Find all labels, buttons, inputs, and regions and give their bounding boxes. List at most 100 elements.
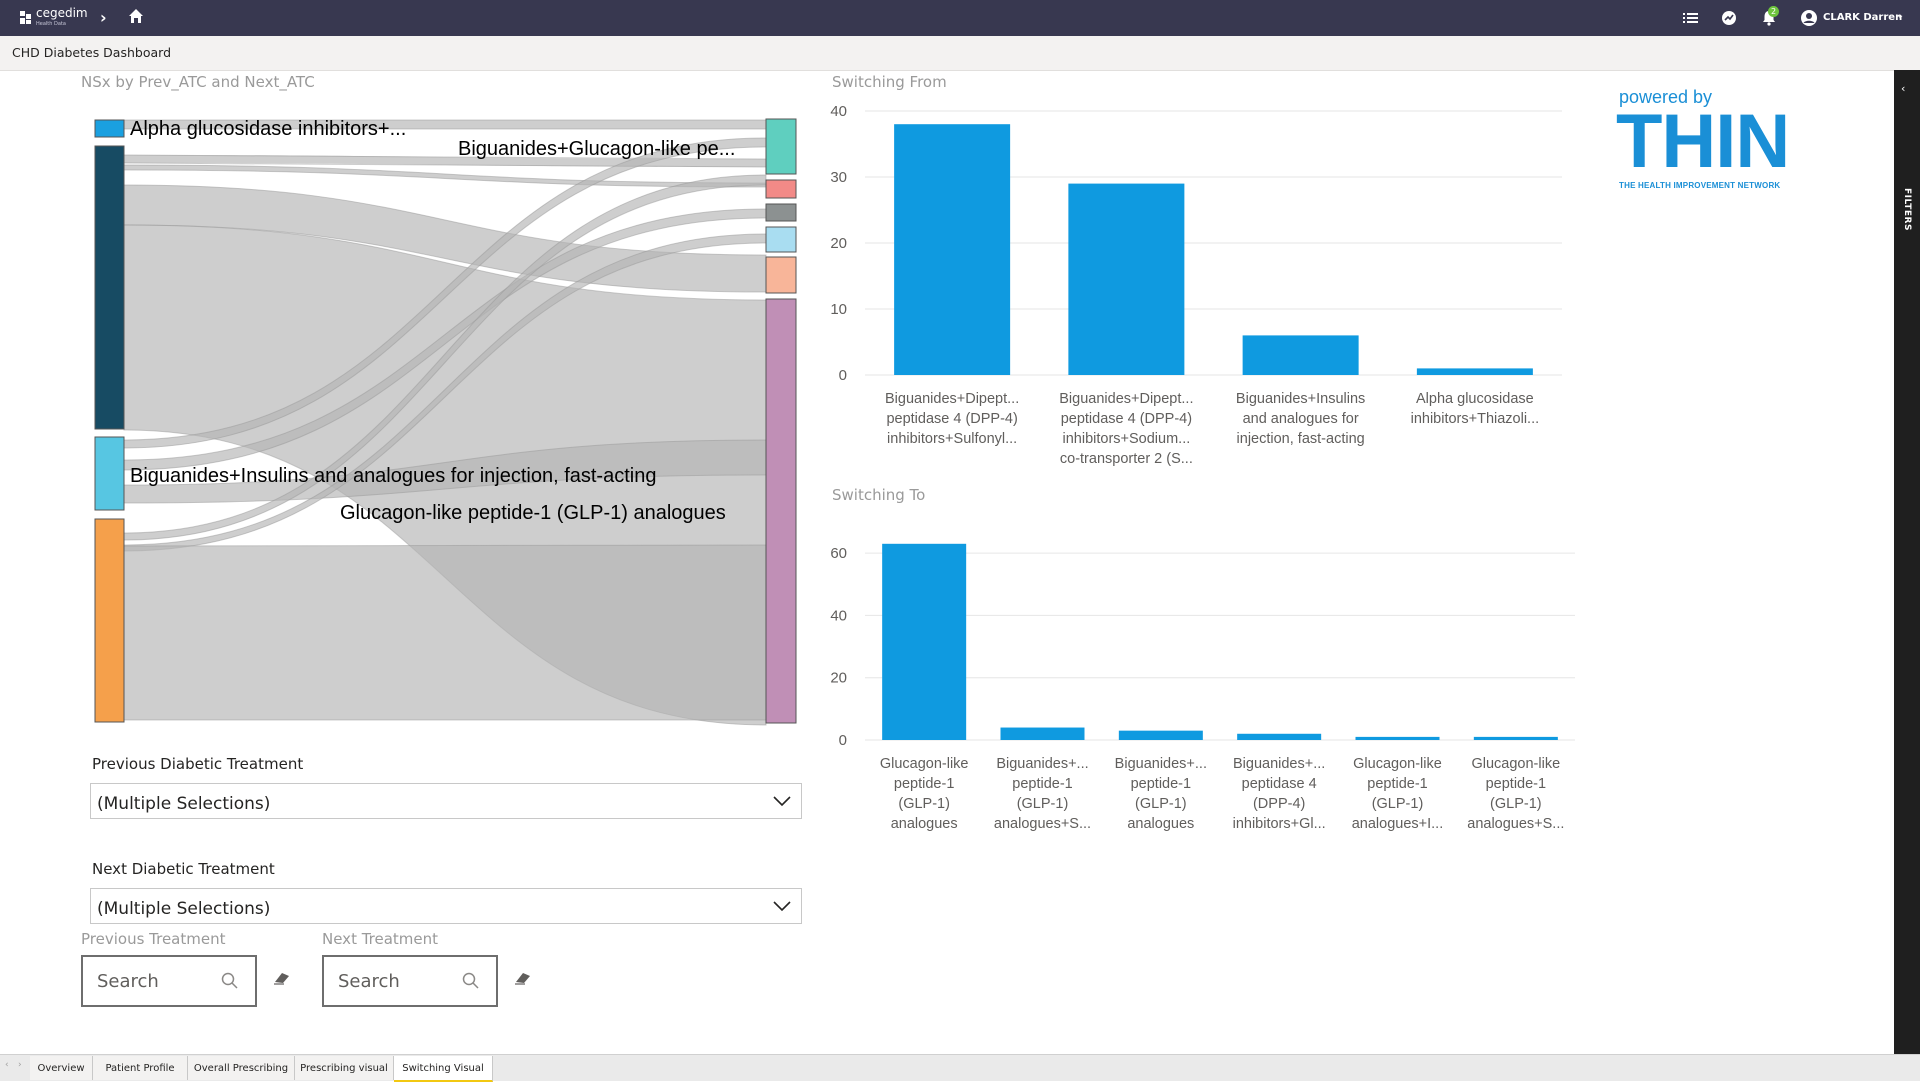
x-tick-label: analogues — [891, 816, 958, 832]
sankey-node-cyan[interactable] — [94, 436, 125, 511]
y-tick-label: 40 — [830, 103, 847, 120]
filters-pane-toggle[interactable]: ‹ FILTERS — [1894, 70, 1920, 1054]
list-icon[interactable] — [1681, 9, 1699, 27]
y-tick-label: 0 — [839, 732, 847, 749]
sankey-label-alpha: Alpha glucosidase inhibitors+... — [130, 118, 406, 140]
sankey-node-red[interactable] — [765, 179, 797, 199]
bar[interactable] — [1242, 335, 1359, 375]
chevron-down-icon — [773, 796, 791, 807]
sankey-node-lightblue[interactable] — [765, 226, 797, 253]
chevron-left-icon[interactable]: ‹ — [1901, 82, 1906, 95]
x-tick-label: peptidase 4 (DPP-4) — [886, 411, 1017, 427]
next-treatment-value: (Multiple Selections) — [97, 899, 271, 919]
chevron-right-icon[interactable]: › — [18, 1060, 22, 1070]
y-tick-label: 0 — [839, 367, 847, 384]
x-tick-label: inhibitors+Thiazoli... — [1411, 411, 1540, 427]
x-tick-label: peptidase 4 (DPP-4) — [1061, 411, 1192, 427]
page-title: CHD Diabetes Dashboard — [12, 45, 172, 60]
chevron-down-icon — [773, 901, 791, 912]
y-tick-label: 10 — [830, 301, 847, 318]
thin-logo: THIN — [1616, 99, 1790, 184]
y-tick-label: 30 — [830, 169, 847, 186]
app-logo-subtitle: Health Data — [36, 21, 66, 27]
y-tick-label: 20 — [830, 235, 847, 252]
bar[interactable] — [1416, 368, 1533, 375]
x-tick-label: (GLP-1) — [1372, 796, 1424, 812]
user-name[interactable]: CLARK Darren — [1823, 12, 1903, 23]
previous-treatment-slicer-label: Previous Diabetic Treatment — [92, 755, 304, 773]
bar[interactable] — [1355, 736, 1440, 740]
sankey-node-dark[interactable] — [94, 145, 125, 430]
x-tick-label: inhibitors+Sulfonyl... — [887, 431, 1017, 447]
x-tick-label: (GLP-1) — [1017, 796, 1069, 812]
next-treatment-slicer-label: Next Diabetic Treatment — [92, 860, 275, 878]
x-tick-label: peptide-1 — [1131, 776, 1191, 792]
x-tick-label: Glucagon-like — [1353, 756, 1442, 772]
x-tick-label: analogues+S... — [1467, 816, 1564, 832]
sankey-node-teal[interactable] — [765, 118, 797, 175]
next-treatment-search-input[interactable]: Search — [322, 955, 498, 1007]
next-treatment-dropdown[interactable]: (Multiple Selections) — [90, 888, 802, 924]
bar[interactable] — [894, 124, 1011, 375]
sankey-flow-2 — [123, 164, 767, 188]
x-tick-label: and analogues for — [1243, 411, 1359, 427]
previous-treatment-search-input[interactable]: Search — [81, 955, 257, 1007]
user-avatar-icon[interactable] — [1800, 9, 1818, 27]
search-placeholder: Search — [97, 971, 159, 992]
chevron-left-icon[interactable]: ‹ — [5, 1060, 9, 1070]
x-tick-label: (DPP-4) — [1253, 796, 1305, 812]
x-tick-label: co-transporter 2 (S... — [1060, 451, 1193, 467]
eraser-icon[interactable] — [513, 970, 533, 986]
x-tick-label: Biguanides+... — [996, 756, 1088, 772]
chevron-down-icon[interactable]: ⌄ — [1896, 10, 1905, 21]
sankey-flows — [123, 119, 767, 726]
search-icon — [221, 972, 238, 989]
home-icon[interactable] — [128, 8, 144, 24]
tab-patient-profile[interactable]: Patient Profile — [93, 1056, 188, 1080]
tab-overall-prescribing[interactable]: Overall Prescribing — [188, 1056, 295, 1080]
sankey-chart[interactable]: Alpha glucosidase inhibitors+... Biguani… — [0, 0, 800, 740]
x-tick-label: (GLP-1) — [898, 796, 950, 812]
filters-label: FILTERS — [1902, 188, 1912, 231]
y-tick-label: 60 — [830, 545, 847, 562]
tab-switching-visual[interactable]: Switching Visual — [394, 1056, 493, 1082]
x-tick-label: analogues+I... — [1352, 816, 1444, 832]
x-tick-label: Glucagon-like — [880, 756, 969, 772]
switching-to-chart[interactable]: 0 20 40 60 Glucagon-like peptide-1 (GLP-1) anal… — [820, 520, 1580, 850]
bar[interactable] — [1118, 730, 1203, 740]
x-tick-label: Biguanides+... — [1233, 756, 1325, 772]
switching-to-title: Switching To — [832, 486, 926, 504]
app-logo[interactable]: cegedim — [36, 6, 88, 20]
tab-overview[interactable]: Overview — [30, 1056, 93, 1080]
sankey-node-orange[interactable] — [94, 518, 125, 723]
chevron-right-icon[interactable]: › — [100, 8, 107, 27]
x-tick-label: Biguanides+Dipept... — [1059, 391, 1193, 407]
previous-treatment-value: (Multiple Selections) — [97, 794, 271, 814]
x-tick-label: Biguanides+... — [1115, 756, 1207, 772]
x-tick-label: inhibitors+Gl... — [1233, 816, 1326, 832]
report-header-bar — [0, 36, 1920, 71]
search-placeholder: Search — [338, 971, 400, 992]
bar[interactable] — [1000, 727, 1085, 740]
thin-tagline: THE HEALTH IMPROVEMENT NETWORK — [1619, 181, 1781, 190]
sankey-node-peach[interactable] — [765, 256, 797, 294]
x-tick-label: peptidase 4 — [1242, 776, 1317, 792]
bar[interactable] — [882, 543, 967, 740]
bar[interactable] — [1068, 183, 1185, 375]
analytics-icon[interactable] — [1720, 9, 1738, 27]
bar[interactable] — [1473, 736, 1558, 740]
y-tick-label: 40 — [830, 607, 847, 624]
x-tick-label: peptide-1 — [1367, 776, 1427, 792]
x-tick-label: Glucagon-like — [1471, 756, 1560, 772]
sankey-flow-10 — [123, 544, 767, 721]
tab-prescribing-visual[interactable]: Prescribing visual — [295, 1056, 394, 1080]
previous-treatment-dropdown[interactable]: (Multiple Selections) — [90, 783, 802, 819]
sankey-node-grey[interactable] — [765, 203, 797, 222]
eraser-icon[interactable] — [272, 970, 292, 986]
switching-from-chart[interactable]: 0 10 20 30 40 Biguanides+Dipept... peptidase 4… — [820, 95, 1580, 475]
sankey-label-glp1: Glucagon-like peptide-1 (GLP-1) analogue… — [340, 502, 726, 524]
switching-from-title: Switching From — [832, 73, 947, 91]
sankey-node-alpha[interactable] — [94, 119, 125, 138]
bar[interactable] — [1237, 733, 1322, 740]
sankey-node-mauve[interactable] — [765, 298, 797, 724]
